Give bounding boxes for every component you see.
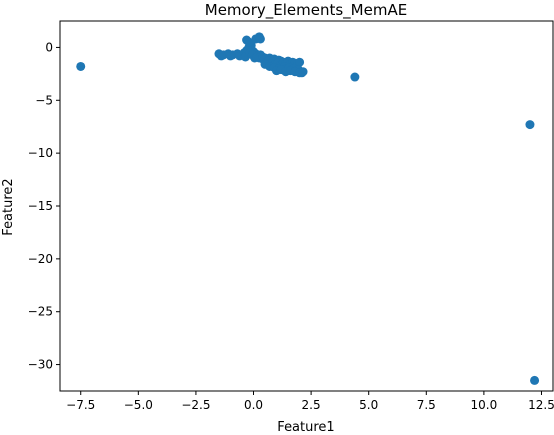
scatter-point (225, 51, 235, 61)
y-axis-label: Feature2 (1, 178, 16, 235)
y-tick-label: −15 (28, 199, 53, 213)
x-axis-label: Feature1 (277, 420, 334, 435)
y-tick-label: −30 (28, 358, 53, 372)
scatter-point (255, 34, 265, 44)
scatter-point (76, 61, 86, 71)
x-axis-ticks: −7.5 −5.0 −2.5 0.0 2.5 5.0 7.5 10.0 12.5 (66, 391, 554, 412)
scatter-point (244, 37, 254, 47)
x-tick-label: −7.5 (66, 398, 95, 412)
x-tick-label: 0.0 (244, 398, 263, 412)
x-tick-label: −5.0 (124, 398, 153, 412)
x-tick-label: −2.5 (181, 398, 210, 412)
y-tick-label: 0 (45, 40, 53, 54)
x-tick-label: 2.5 (302, 398, 321, 412)
scatter-point (295, 57, 305, 67)
scatter-point (350, 72, 360, 82)
scatter-point (298, 67, 308, 77)
scatter-point (530, 375, 540, 385)
x-tick-label: 7.5 (417, 398, 436, 412)
chart-title: Memory_Elements_MemAE (205, 1, 407, 20)
y-tick-label: −10 (28, 146, 53, 160)
x-tick-label: 12.5 (528, 398, 554, 412)
scatter-point (525, 120, 535, 130)
y-tick-label: −20 (28, 252, 53, 266)
scatter-point (216, 51, 226, 61)
x-tick-label: 5.0 (359, 398, 378, 412)
y-axis-ticks: 0 −5 −10 −15 −20 −25 −30 (28, 40, 60, 372)
x-tick-label: 10.0 (471, 398, 498, 412)
data-points (76, 32, 540, 385)
plot-frame (59, 20, 554, 392)
y-tick-label: −5 (35, 93, 53, 107)
y-tick-label: −25 (28, 305, 53, 319)
